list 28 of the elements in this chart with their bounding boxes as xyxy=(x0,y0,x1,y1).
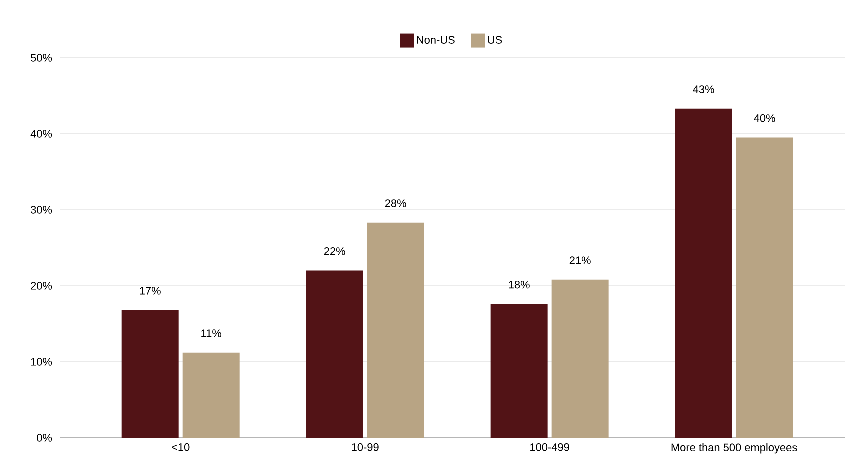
bar xyxy=(552,280,609,438)
y-tick-label: 50% xyxy=(30,54,52,62)
bar xyxy=(675,108,732,438)
y-tick-label: 40% xyxy=(30,130,52,138)
bar xyxy=(306,270,364,438)
x-tick-label: 10-99 xyxy=(352,444,379,452)
data-label: 28% xyxy=(385,200,406,208)
bar xyxy=(490,304,548,438)
bar xyxy=(182,352,240,438)
y-tick-label: 30% xyxy=(30,206,52,214)
data-label: 21% xyxy=(570,256,591,264)
data-label: 11% xyxy=(202,330,222,338)
y-tick-label: 10% xyxy=(31,358,52,366)
y-tick-label: 20% xyxy=(31,282,52,290)
data-label: 40% xyxy=(754,114,776,122)
x-tick-label: 100-499 xyxy=(530,444,570,452)
data-label: 22% xyxy=(324,248,346,256)
bar xyxy=(122,310,179,438)
y-tick-label: 0% xyxy=(37,434,52,442)
data-label: 18% xyxy=(509,280,530,289)
legend-label: Non-US xyxy=(417,36,455,44)
bar xyxy=(367,222,424,438)
legend-label: US xyxy=(488,36,502,44)
x-tick-label: <10 xyxy=(172,444,190,452)
bar xyxy=(736,138,794,438)
x-tick-label: More than 500 employees xyxy=(672,444,798,454)
data-label: 17% xyxy=(140,287,161,295)
data-label: 43% xyxy=(693,86,714,94)
